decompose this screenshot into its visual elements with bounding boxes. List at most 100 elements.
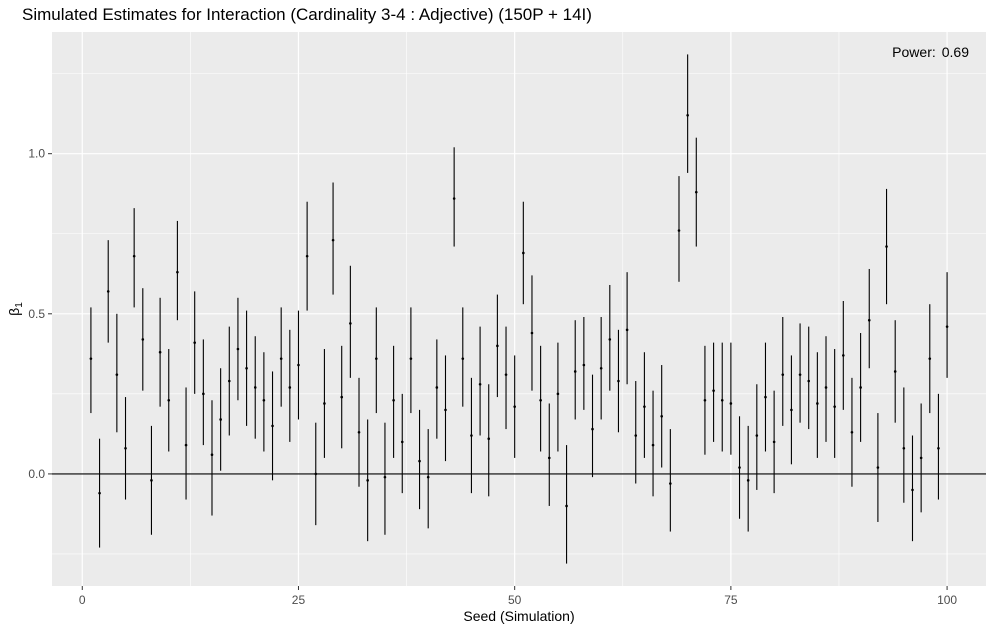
error-bar-seed-48 <box>496 294 499 398</box>
error-bar-seed-81 <box>781 317 785 426</box>
error-bar-estimate-point <box>461 357 465 360</box>
error-bar-estimate-point <box>435 386 439 389</box>
error-bar-seed-43 <box>452 147 456 247</box>
error-bar-seed-95 <box>902 387 906 503</box>
y-axis-title-subscript: 1 <box>14 302 25 308</box>
error-bar-seed-73 <box>712 342 715 442</box>
error-bar-seed-15 <box>210 400 214 516</box>
power-label: Power: <box>892 44 936 60</box>
error-bar-seed-49 <box>504 326 508 430</box>
error-bar-estimate-point <box>850 430 854 434</box>
error-bar-seed-78 <box>755 384 759 490</box>
error-bar-estimate-point <box>124 447 127 450</box>
error-bar-seed-79 <box>764 342 767 452</box>
x-tick-label: 0 <box>79 593 86 607</box>
error-bar-estimate-point <box>712 389 715 392</box>
error-bar-seed-75 <box>729 342 733 455</box>
error-bar-seed-52 <box>530 275 534 391</box>
error-bar-estimate-point <box>720 398 724 402</box>
error-bar-estimate-point <box>210 453 214 457</box>
error-bar-seed-87 <box>833 349 836 458</box>
error-bar-seed-100 <box>945 272 949 378</box>
error-bar-seed-26 <box>305 201 309 311</box>
error-bar-seed-14 <box>202 339 205 446</box>
error-bar-estimate-point <box>617 379 620 383</box>
error-bar-seed-33 <box>366 419 369 542</box>
error-bar-seed-2 <box>98 438 101 548</box>
error-bar-estimate-point <box>400 440 404 444</box>
error-bar-estimate-point <box>625 328 629 332</box>
error-bar-estimate-point <box>323 402 326 405</box>
error-bar-estimate-point <box>158 350 162 354</box>
x-axis-title: Seed (Simulation) <box>463 608 574 624</box>
error-bar-seed-22 <box>271 371 274 481</box>
error-bar-estimate-point <box>599 366 603 370</box>
error-bar-seed-71 <box>694 137 698 247</box>
error-bar-seed-34 <box>375 307 378 414</box>
error-bar-seed-56 <box>565 445 568 564</box>
error-bar-seed-77 <box>746 425 750 532</box>
error-bar-seed-76 <box>738 416 741 519</box>
error-bar-seed-82 <box>790 355 793 465</box>
error-bar-estimate-point <box>945 325 949 328</box>
error-bar-seed-50 <box>513 355 516 458</box>
error-bar-estimate-point <box>279 357 283 360</box>
error-bar-seed-92 <box>876 413 880 522</box>
x-tick-label: 50 <box>508 593 522 607</box>
error-bar-estimate-point <box>833 405 836 408</box>
error-bar-seed-83 <box>798 323 802 423</box>
error-bar-estimate-point <box>937 447 940 450</box>
power-annotation: Power: 0.69 <box>892 44 969 60</box>
error-bar-estimate-point <box>539 398 542 402</box>
error-bar-seed-57 <box>573 320 577 420</box>
x-tick-label: 25 <box>292 593 306 607</box>
error-bar-estimate-point <box>184 443 188 447</box>
error-bar-estimate-point <box>902 447 906 450</box>
error-bar-estimate-point <box>383 475 387 479</box>
error-bar-seed-23 <box>279 307 283 407</box>
error-bar-estimate-point <box>478 382 482 386</box>
error-bar-seed-17 <box>227 326 231 436</box>
error-bar-seed-13 <box>193 291 196 394</box>
error-bar-seed-12 <box>184 387 188 500</box>
y-axis-title-symbol: β <box>6 308 22 316</box>
error-bar-estimate-point <box>876 466 880 469</box>
error-bar-seed-55 <box>556 342 560 452</box>
error-bar-estimate-point <box>703 398 707 402</box>
error-bar-seed-54 <box>547 403 551 506</box>
error-bar-estimate-point <box>591 427 594 431</box>
error-bar-estimate-point <box>694 190 698 194</box>
error-bar-seed-46 <box>478 326 482 436</box>
error-bar-estimate-point <box>764 395 767 399</box>
error-bar-estimate-point <box>643 405 646 408</box>
error-bar-estimate-point <box>487 437 491 440</box>
error-bar-estimate-point <box>608 338 612 341</box>
error-bar-estimate-point <box>245 366 248 370</box>
error-bar-estimate-point <box>375 357 378 360</box>
error-bar-estimate-point <box>392 398 395 402</box>
error-bar-estimate-point <box>530 331 534 335</box>
error-bar-estimate-point <box>816 402 819 405</box>
error-bar-estimate-point <box>651 443 655 447</box>
error-bar-estimate-point <box>859 386 862 389</box>
error-bar-seed-63 <box>625 272 629 385</box>
error-bar-seed-5 <box>124 397 127 500</box>
error-bar-estimate-point <box>634 434 638 437</box>
error-bar-seed-44 <box>461 307 465 407</box>
error-bar-seed-9 <box>158 297 162 407</box>
error-bar-estimate-point <box>746 479 750 482</box>
error-bar-seed-35 <box>383 422 387 535</box>
error-bar-seed-85 <box>816 352 819 458</box>
error-bar-seed-19 <box>245 310 248 426</box>
x-axis-ticks: 0 25 50 75 100 <box>79 586 957 607</box>
error-bar-estimate-point <box>522 251 525 255</box>
error-bar-seed-42 <box>444 355 447 462</box>
error-bar-seed-37 <box>400 393 404 494</box>
error-bar-estimate-point <box>366 479 369 482</box>
error-bar-seed-66 <box>651 390 655 497</box>
error-bar-estimate-point <box>115 373 119 376</box>
error-bar-seed-99 <box>937 393 940 500</box>
y-tick-label: 0.0 <box>28 467 45 481</box>
error-bar-seed-29 <box>331 182 335 295</box>
